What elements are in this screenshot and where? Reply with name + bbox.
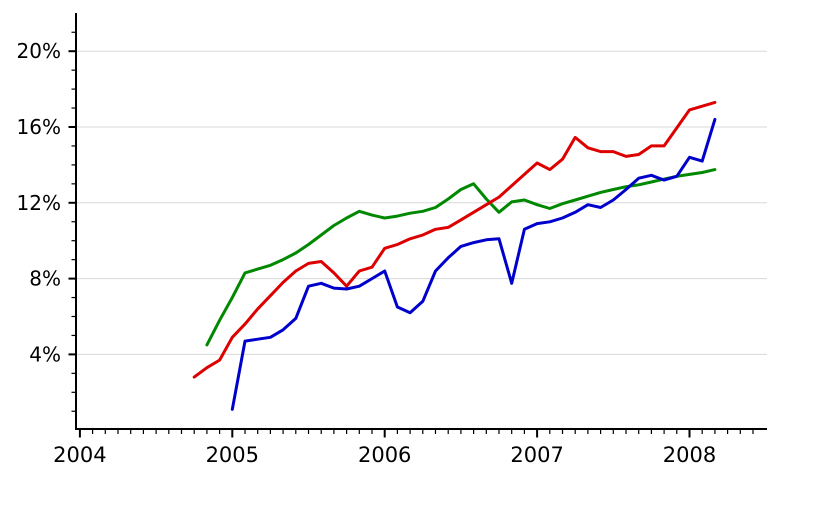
y-tick-label: 8% [29,267,61,291]
red-series-line [192,100,717,379]
x-tick-label: 2005 [206,443,259,467]
x-tick-label: 2004 [53,443,106,467]
y-tick-label: 12% [17,191,61,215]
blue-series-line [230,117,717,411]
x-tick-label: 2008 [663,443,716,467]
x-tick-label: 2007 [510,443,563,467]
y-tick-label: 4% [29,342,61,366]
x-tick-label: 2006 [358,443,411,467]
y-tick-label: 20% [17,39,61,63]
y-tick-label: 16% [17,115,61,139]
